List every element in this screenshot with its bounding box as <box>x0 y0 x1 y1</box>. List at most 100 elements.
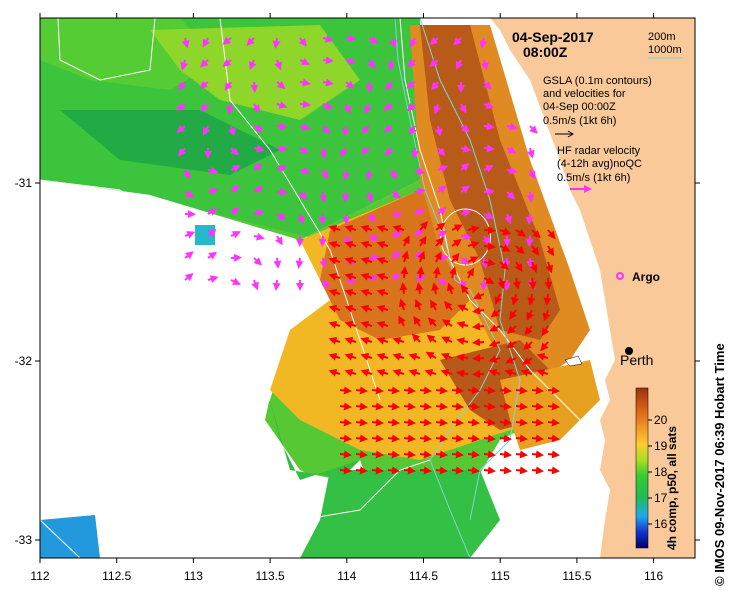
hf-arrow <box>515 450 528 459</box>
hf-arrow <box>402 235 410 247</box>
gsla-arrow <box>414 275 426 283</box>
hf-arrow <box>355 434 368 443</box>
hf-arrow <box>441 336 453 344</box>
plot-frame <box>39 17 696 559</box>
hf-arrow <box>414 298 423 311</box>
hf-arrow <box>387 402 400 411</box>
hf-arrow <box>371 386 384 395</box>
hf-arrow <box>515 402 528 411</box>
gsla-arrow <box>299 191 308 201</box>
gsla-arrow <box>251 279 259 291</box>
gsla-arrow <box>526 147 535 159</box>
hf-arrow <box>360 240 373 249</box>
gsla-arrow <box>230 231 241 239</box>
hf-arrow <box>328 320 341 329</box>
gsla-arrow <box>407 59 416 68</box>
hf-arrow <box>451 386 464 395</box>
hf-arrow <box>376 320 389 329</box>
gsla-arrow <box>460 256 470 265</box>
gsla-arrow <box>253 186 264 194</box>
hf-arrow <box>483 258 496 267</box>
gsla-arrow <box>180 59 189 71</box>
hf-arrow <box>472 306 485 315</box>
gsla-arrow <box>385 81 394 91</box>
y-tick-label: -32 <box>15 354 33 368</box>
hf-arrow <box>499 402 512 411</box>
hf-arrow <box>401 250 409 263</box>
hf-arrow <box>520 368 533 377</box>
hf-arrow <box>360 256 373 265</box>
hf-arrow <box>344 256 357 265</box>
gsla-arrow <box>437 147 446 157</box>
contour-1000m-label: 1000m <box>648 44 682 56</box>
hf-arrow <box>403 450 416 459</box>
gsla-arrow <box>299 122 311 131</box>
hf-arrow <box>467 386 480 395</box>
gsla-arrow <box>368 274 379 283</box>
gsla-arrow <box>414 167 426 175</box>
hf-arrow <box>497 277 506 290</box>
hf-arrow <box>435 402 448 411</box>
hf-arrow <box>360 336 373 345</box>
gsla-arrow <box>202 37 210 48</box>
perth-label: Perth <box>620 352 653 368</box>
gsla-arrow <box>389 169 397 180</box>
hf-arrow <box>424 368 437 377</box>
contour-gsla-west <box>57 17 156 81</box>
hf-arrow <box>344 240 357 249</box>
gsla-arrow <box>319 191 328 203</box>
gsla-arrow <box>340 147 348 158</box>
gsla-arrow <box>483 122 495 131</box>
hf-arrow <box>473 291 485 300</box>
gsla-arrow <box>483 144 495 153</box>
hf-arrow <box>376 368 389 377</box>
gsla-arrow <box>368 35 379 44</box>
hf-arrow <box>435 466 448 475</box>
sst-lime-patch <box>150 25 360 120</box>
gsla-arrow <box>529 125 538 134</box>
gsla-arrow <box>345 34 357 43</box>
gsla-arrow <box>228 125 236 137</box>
hf-arrow <box>431 282 440 295</box>
hf-arrow <box>344 336 357 345</box>
hf-arrow <box>509 309 518 320</box>
hf-arrow <box>528 277 537 290</box>
argo-label: Argo <box>632 270 660 284</box>
colorbar-tick-label: 18 <box>654 465 668 479</box>
gsla-arrow <box>429 58 439 67</box>
hf-arrow <box>425 351 437 360</box>
hf-arrow <box>467 225 480 234</box>
gsla-arrow <box>253 162 263 172</box>
gsla-arrow <box>367 59 376 69</box>
hf-arrow <box>416 266 425 279</box>
hf-arrow <box>399 282 408 295</box>
hf-arrow <box>376 272 389 281</box>
contour-gsla-diag <box>39 519 81 559</box>
gsla-arrow <box>391 272 401 282</box>
gsla-arrow <box>479 279 488 291</box>
hf-arrow <box>483 418 496 427</box>
gsla-arrow <box>230 207 240 216</box>
hf-radar-velocity-arrows <box>328 221 560 475</box>
gsla-arrow <box>253 123 264 132</box>
gsla-arrow <box>389 37 397 49</box>
hf-arrow <box>376 304 389 313</box>
hf-arrow <box>415 282 424 295</box>
hf-arrow <box>451 239 462 247</box>
hf-arrow <box>360 224 373 233</box>
y-tick-label: -31 <box>15 176 33 190</box>
gsla-arrow <box>273 257 282 269</box>
hf-arrow <box>499 227 512 236</box>
y-axis: -31 -32 -33 <box>15 176 700 547</box>
contour-gsla-ring <box>440 208 491 266</box>
hf-arrow <box>371 434 384 443</box>
hf-arrow <box>392 224 405 233</box>
gsla-arrow <box>387 59 396 71</box>
gsla-arrow <box>341 191 350 203</box>
hf-arrow <box>344 320 357 329</box>
hf-arrow <box>472 322 485 331</box>
gsla-arrow <box>184 273 194 282</box>
hf-arrow <box>547 450 560 459</box>
hf-arrow <box>512 277 521 290</box>
gsla-arrow <box>222 36 232 45</box>
